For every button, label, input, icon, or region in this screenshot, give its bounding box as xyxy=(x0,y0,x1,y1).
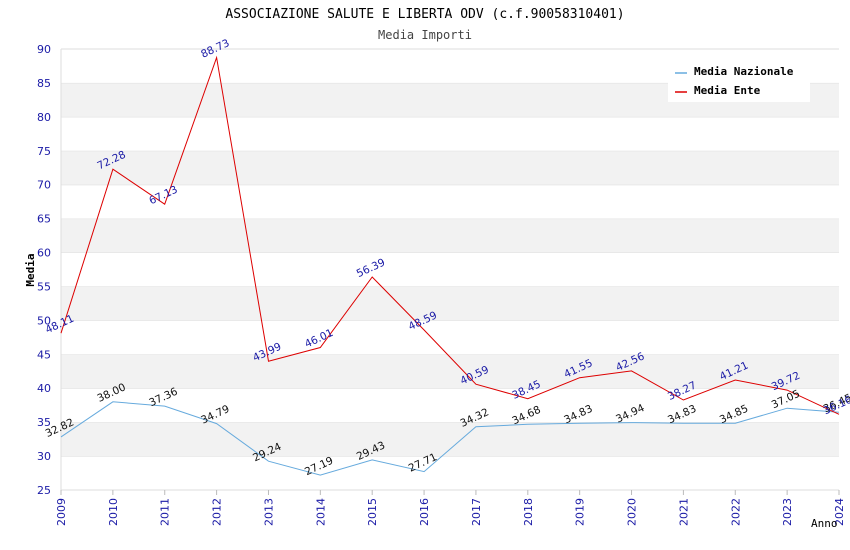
y-tick-label: 60 xyxy=(37,247,51,260)
grid-band xyxy=(61,388,839,423)
x-tick-label: 2014 xyxy=(314,498,327,526)
y-tick-label: 85 xyxy=(37,77,51,90)
x-tick-label: 2012 xyxy=(211,498,224,526)
grid-band xyxy=(61,286,839,321)
grid-band xyxy=(61,218,839,253)
grid-band xyxy=(61,252,839,287)
chart-title: ASSOCIAZIONE SALUTE E LIBERTA ODV (c.f.9… xyxy=(225,7,624,22)
x-tick-label: 2023 xyxy=(781,498,794,526)
series-line-ente xyxy=(60,55,840,415)
grid-band xyxy=(61,116,839,151)
y-axis-label: Media xyxy=(24,253,37,286)
legend-label-ente: Media Ente xyxy=(694,84,761,97)
x-tick-label: 2020 xyxy=(626,498,639,526)
x-tick-label: 2015 xyxy=(366,498,379,526)
x-tick-label: 2021 xyxy=(677,498,690,526)
legend-box xyxy=(668,60,810,102)
legend-label-nazionale: Media Nazionale xyxy=(694,65,794,78)
chart-subtitle: Media Importi xyxy=(378,28,472,42)
legend: Media Nazionale Media Ente xyxy=(668,60,810,102)
y-tick-label: 65 xyxy=(37,213,51,226)
x-tick-label: 2010 xyxy=(107,498,120,526)
y-tick-label: 45 xyxy=(37,348,51,361)
x-tick-label: 2013 xyxy=(262,498,275,526)
x-tick-label: 2019 xyxy=(574,498,587,526)
y-tick-label: 50 xyxy=(37,314,51,327)
grid-band xyxy=(61,184,839,219)
y-tick-label: 80 xyxy=(37,111,51,124)
y-tick-labels: 25 30 35 40 45 50 55 60 65 70 75 80 85 90 xyxy=(37,43,51,497)
x-tick-label: 2022 xyxy=(729,498,742,526)
y-tick-label: 35 xyxy=(37,416,51,429)
x-tick-label: 2018 xyxy=(522,498,535,526)
y-tick-label: 30 xyxy=(37,450,51,463)
grid-band xyxy=(61,354,839,389)
y-tick-label: 70 xyxy=(37,179,51,192)
grid-band xyxy=(61,422,839,457)
x-axis-label: Anno xyxy=(811,517,838,530)
series-line-nazionale xyxy=(60,401,840,476)
y-tick-label: 40 xyxy=(37,382,51,395)
y-tick-label: 90 xyxy=(37,43,51,56)
y-tick-label: 55 xyxy=(37,280,51,293)
y-tick-label: 75 xyxy=(37,145,51,158)
grid-band xyxy=(61,150,839,185)
x-tick-label: 2016 xyxy=(418,498,431,526)
grid-band xyxy=(61,320,839,355)
x-tick-labels: 2009 2010 2011 2012 2013 2014 2015 2016 2017 2018… xyxy=(55,490,846,526)
x-tick-label: 2009 xyxy=(55,498,68,526)
x-tick-label: 2024 xyxy=(833,498,846,526)
y-tick-label: 25 xyxy=(37,484,51,497)
x-tick-label: 2011 xyxy=(159,498,172,526)
grid-band xyxy=(61,456,839,490)
series-lines xyxy=(60,55,840,476)
x-tick-label: 2017 xyxy=(470,498,483,526)
axes xyxy=(60,49,839,491)
